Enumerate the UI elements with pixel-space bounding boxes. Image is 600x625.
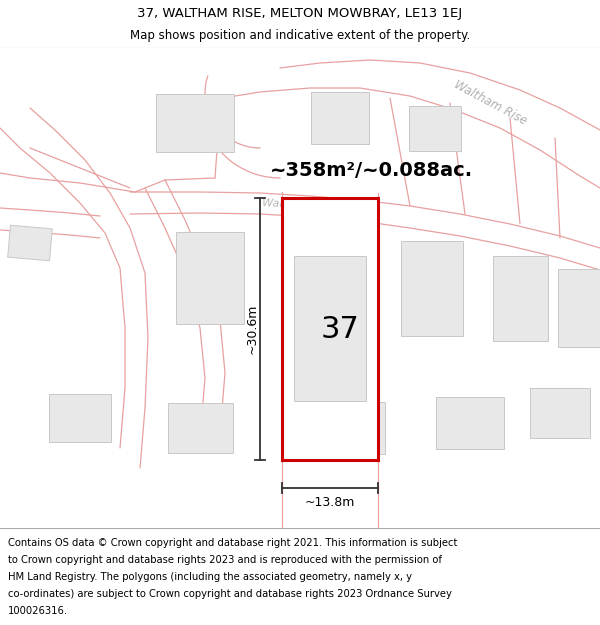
Bar (294, 256, 366, 401)
Text: 100026316.: 100026316. (8, 606, 68, 616)
Text: Contains OS data © Crown copyright and database right 2021. This information is : Contains OS data © Crown copyright and d… (8, 538, 457, 548)
Text: Waltham Rise: Waltham Rise (451, 78, 529, 128)
Bar (156, 94, 234, 152)
Bar (436, 397, 504, 449)
Bar (282, 198, 378, 460)
Bar (401, 241, 463, 336)
Text: co-ordinates) are subject to Crown copyright and database rights 2023 Ordnance S: co-ordinates) are subject to Crown copyr… (8, 589, 452, 599)
Bar (557, 269, 600, 347)
Text: Waltham Rise: Waltham Rise (262, 198, 338, 212)
Bar (530, 388, 590, 438)
Bar (49, 394, 111, 442)
Bar (493, 256, 548, 341)
Bar (315, 402, 385, 454)
Text: HM Land Registry. The polygons (including the associated geometry, namely x, y: HM Land Registry. The polygons (includin… (8, 572, 412, 582)
Text: 37: 37 (320, 314, 359, 344)
Text: ~30.6m: ~30.6m (245, 304, 259, 354)
Text: ~13.8m: ~13.8m (305, 496, 355, 509)
Text: 37, WALTHAM RISE, MELTON MOWBRAY, LE13 1EJ: 37, WALTHAM RISE, MELTON MOWBRAY, LE13 1… (137, 7, 463, 20)
Text: Map shows position and indicative extent of the property.: Map shows position and indicative extent… (130, 29, 470, 42)
Bar (176, 232, 244, 324)
Bar (311, 92, 369, 144)
Text: ~358m²/~0.088ac.: ~358m²/~0.088ac. (270, 161, 473, 179)
Text: to Crown copyright and database rights 2023 and is reproduced with the permissio: to Crown copyright and database rights 2… (8, 554, 442, 564)
Bar (409, 106, 461, 151)
Bar (167, 403, 233, 453)
Bar (8, 225, 52, 261)
